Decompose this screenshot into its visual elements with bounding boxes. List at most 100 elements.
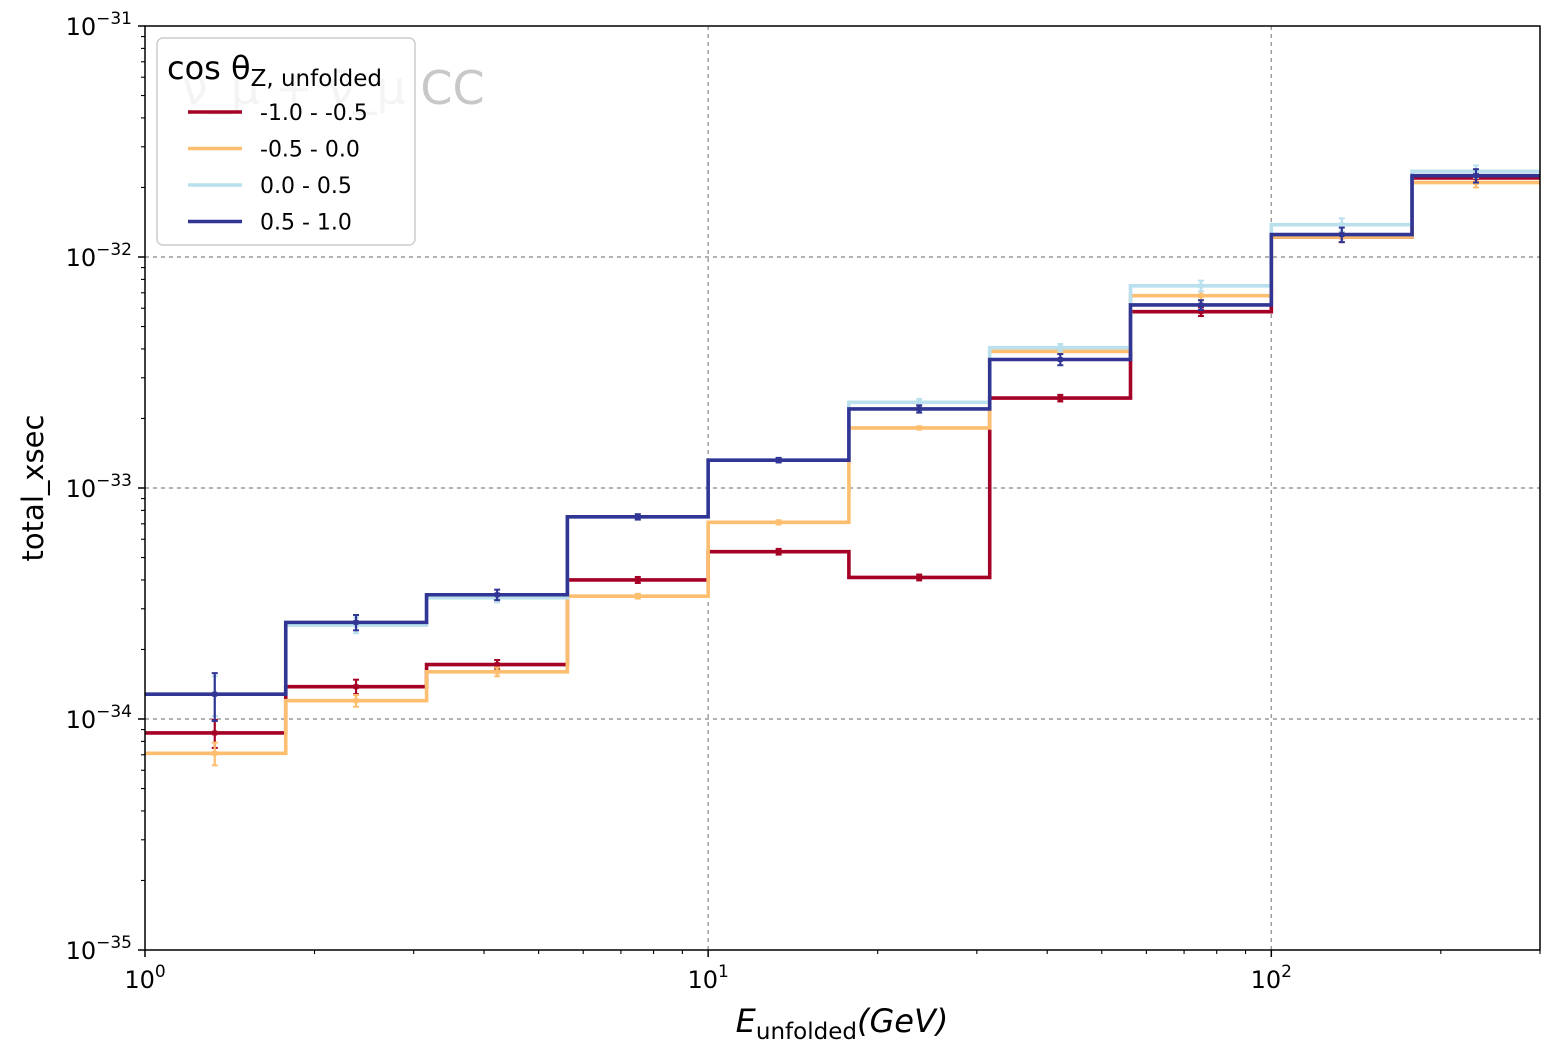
y-tick-label-exp: −33 [96, 471, 132, 491]
legend-label: -0.5 - 0.0 [260, 138, 360, 163]
y-tick-label-base: 10 [66, 706, 97, 734]
data-point [776, 457, 782, 463]
y-tick-label-exp: −31 [96, 9, 132, 29]
error-bar [1057, 353, 1064, 367]
error-bar [494, 666, 501, 678]
data-point [916, 399, 922, 405]
data-point [776, 519, 782, 525]
legend-entries: -1.0 - -0.5 -0.5 - 0.0 0.0 - 0.5 0.5 - 1.0 [188, 101, 368, 236]
error-bar [353, 694, 360, 708]
x-tick-label: 102 [1251, 962, 1292, 994]
x-tick-label-exp: 1 [718, 962, 729, 982]
data-point [776, 549, 782, 555]
error-bar [1197, 279, 1204, 293]
series-1 [145, 176, 1540, 767]
data-point [353, 684, 359, 690]
series-3 [145, 168, 1540, 723]
error-bar [634, 575, 641, 584]
error-bar [1338, 226, 1345, 244]
error-bar [1057, 343, 1064, 353]
error-bar [353, 613, 360, 632]
y-tick-label-exp: −34 [96, 702, 132, 722]
series-step-line [145, 180, 1540, 756]
data-point [1198, 309, 1204, 315]
x-axis-label-sub: unfolded [756, 1019, 857, 1045]
data-point [1057, 356, 1063, 362]
error-bar [916, 573, 923, 582]
data-point [353, 698, 359, 704]
legend: cos θZ, unfolded -1.0 - -0.5 -0.5 - 0.0 0.… [156, 37, 416, 246]
data-point [1473, 173, 1479, 179]
data-point [212, 730, 218, 736]
data-point [916, 574, 922, 580]
data-point [635, 577, 641, 583]
y-tick-label: 10−31 [66, 9, 132, 41]
data-point [1198, 293, 1204, 299]
y-tick-label: 10−33 [66, 471, 132, 503]
data-point [494, 662, 500, 668]
x-axis-label-unit: (GeV) [857, 1002, 948, 1040]
data-point [1198, 283, 1204, 289]
legend-entry: -1.0 - -0.5 [188, 101, 368, 126]
x-tick-label-base: 10 [124, 966, 155, 994]
error-bar [634, 513, 641, 521]
y-tick-label-exp: −35 [96, 933, 132, 953]
error-bar [1197, 290, 1204, 302]
error-bar [211, 741, 218, 767]
data-point [635, 593, 641, 599]
legend-label: -1.0 - -0.5 [260, 101, 368, 126]
data-point [212, 750, 218, 756]
x-tick-label-base: 10 [687, 966, 718, 994]
legend-title-main: cos θ [167, 49, 251, 87]
error-bar [916, 425, 923, 431]
error-bar [353, 678, 360, 696]
legend-title: cos θZ, unfolded [167, 49, 382, 92]
data-point [494, 592, 500, 598]
y-tick-label-exp: −32 [96, 240, 132, 260]
data-point [1057, 345, 1063, 351]
error-bar [775, 519, 782, 526]
data-point [353, 619, 359, 625]
error-bar [916, 404, 923, 414]
data-point [635, 514, 641, 520]
data-point [1339, 232, 1345, 238]
error-bar [1197, 299, 1204, 311]
x-tick-label-exp: 0 [155, 962, 166, 982]
series-step-line [145, 176, 1540, 735]
error-bar [211, 672, 218, 723]
data-point [1339, 222, 1345, 228]
grid-lines [145, 26, 1540, 950]
x-tick-label: 100 [124, 962, 165, 994]
error-bar [634, 592, 641, 600]
error-bar [775, 456, 782, 464]
y-tick-label-base: 10 [66, 13, 97, 41]
y-tick-label: 10−34 [66, 702, 132, 734]
x-tick-label: 101 [687, 962, 728, 994]
x-tick-label-exp: 2 [1281, 962, 1292, 982]
data-point [494, 669, 500, 675]
legend-box [156, 37, 416, 246]
legend-title-sub: Z, unfolded [251, 66, 382, 92]
data-point [1198, 302, 1204, 308]
data-point [916, 425, 922, 431]
y-tick-label: 10−32 [66, 240, 132, 272]
error-bar [775, 547, 782, 556]
series-2 [145, 164, 1540, 718]
legend-entry: 0.0 - 0.5 [188, 174, 352, 199]
y-tick-label: 10−35 [66, 933, 132, 965]
legend-entry: -0.5 - 0.0 [188, 138, 360, 163]
x-axis-label: Eunfolded(GeV) [736, 1002, 949, 1045]
data-point [212, 691, 218, 697]
error-bar [494, 588, 501, 602]
error-bar [1057, 393, 1064, 403]
legend-label: 0.5 - 1.0 [260, 211, 352, 236]
data-point [1057, 395, 1063, 401]
y-axis-label: total_xsec [16, 415, 50, 562]
y-tick-label-base: 10 [66, 937, 97, 965]
x-tick-label-base: 10 [1251, 966, 1282, 994]
error-bar [1472, 168, 1479, 184]
series-step-line [145, 173, 1540, 697]
data-point [916, 406, 922, 412]
